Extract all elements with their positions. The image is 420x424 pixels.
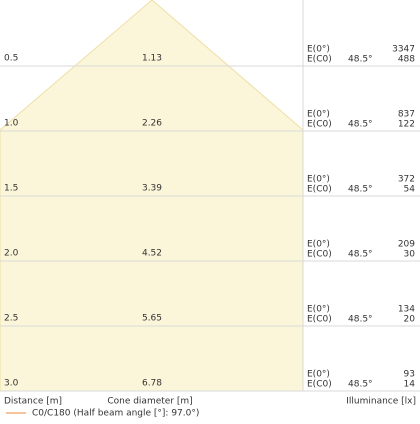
- angle: 48.5°: [348, 55, 373, 65]
- angle: 48.5°: [348, 380, 373, 390]
- e0-value: 372: [398, 175, 415, 185]
- e0-value: 134: [398, 305, 415, 315]
- cone-diameter: 6.78: [142, 379, 162, 389]
- distance: 0.5: [4, 54, 18, 64]
- e0-value: 3347: [392, 45, 415, 55]
- ec0-value: 54: [404, 185, 416, 195]
- ec0-value: 20: [404, 315, 416, 325]
- ec0-label: E(C0): [307, 120, 332, 130]
- e0-label: E(0°): [307, 240, 330, 250]
- cone-diameter: 4.52: [142, 249, 162, 259]
- cone-diameter: 2.26: [142, 119, 162, 129]
- e0-label: E(0°): [307, 45, 330, 55]
- e0-label: E(0°): [307, 305, 330, 315]
- e0-label: E(0°): [307, 110, 330, 120]
- ec0-label: E(C0): [307, 185, 332, 195]
- cone-diameter: 3.39: [142, 184, 162, 194]
- e0-label: E(0°): [307, 370, 330, 380]
- ec0-label: E(C0): [307, 380, 332, 390]
- cone-diameter: 5.65: [142, 314, 162, 324]
- ec0-label: E(C0): [307, 315, 332, 325]
- distance-label: Distance [m]: [4, 397, 62, 407]
- legend-text: C0/C180 (Half beam angle [°]: 97.0°): [32, 409, 199, 419]
- illuminance-label: Illuminance [lx]: [346, 397, 416, 407]
- ec0-value: 14: [404, 380, 416, 390]
- diameter-label: Cone diameter [m]: [107, 397, 192, 407]
- distance: 1.5: [4, 184, 18, 194]
- ec0-label: E(C0): [307, 55, 332, 65]
- ec0-value: 122: [398, 120, 415, 130]
- cone-diameter: 1.13: [142, 54, 162, 64]
- ec0-value: 30: [404, 250, 416, 260]
- e0-value: 837: [398, 110, 415, 120]
- distance: 3.0: [4, 379, 19, 389]
- angle: 48.5°: [348, 250, 373, 260]
- ec0-value: 488: [398, 55, 415, 65]
- distance: 2.5: [4, 314, 18, 324]
- e0-value: 93: [404, 370, 415, 380]
- angle: 48.5°: [348, 185, 373, 195]
- e0-value: 209: [398, 240, 415, 250]
- angle: 48.5°: [348, 120, 373, 130]
- e0-label: E(0°): [307, 175, 330, 185]
- distance: 1.0: [4, 119, 19, 129]
- ec0-label: E(C0): [307, 250, 332, 260]
- distance: 2.0: [4, 249, 19, 259]
- angle: 48.5°: [348, 315, 373, 325]
